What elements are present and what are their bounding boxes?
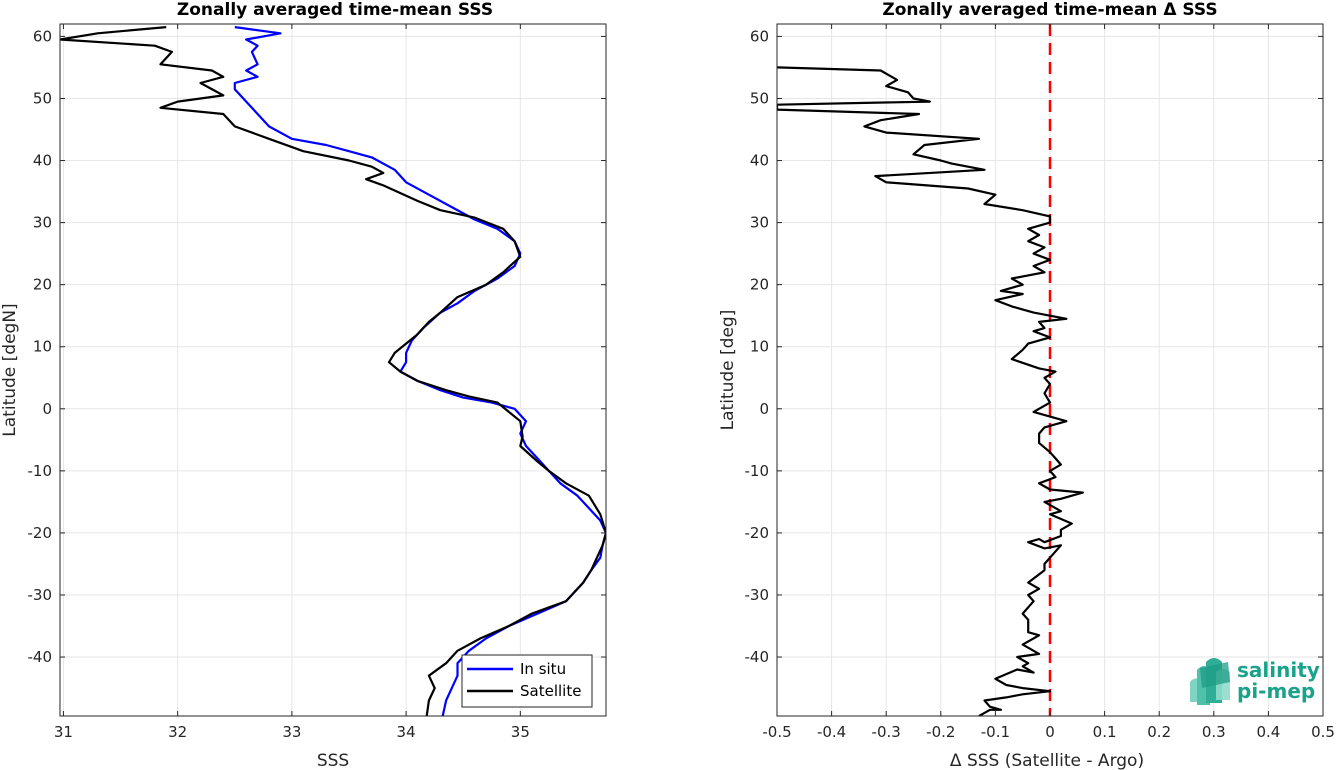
logo-text-salinity: salinity — [1237, 658, 1320, 682]
legend-box — [461, 654, 593, 708]
x-tick-label: -0.5 — [762, 723, 791, 741]
y-tick-label: -30 — [745, 586, 770, 604]
sss-x-axis-label: SSS — [317, 751, 349, 770]
y-tick-label: 40 — [33, 152, 52, 170]
y-tick-label: 20 — [33, 276, 52, 294]
y-tick-label: -20 — [745, 524, 770, 542]
x-tick-label: 31 — [54, 723, 73, 741]
x-tick-label: 35 — [511, 723, 530, 741]
sss-y-axis-label: Latitude [degN] — [0, 303, 20, 436]
x-tick-label: -0.1 — [981, 723, 1010, 741]
x-tick-label: -0.4 — [817, 723, 846, 741]
sss-legend: In situ Satellite — [461, 654, 593, 708]
x-tick-label: 34 — [397, 723, 416, 741]
wave-logo-icon — [1190, 658, 1230, 705]
y-tick-label: -10 — [745, 462, 770, 480]
y-tick-label: 20 — [750, 276, 769, 294]
y-tick-label: -20 — [28, 524, 53, 542]
delta-sss-chart-title: Zonally averaged time-mean Δ SSS — [882, 0, 1217, 20]
y-tick-label: 50 — [33, 89, 52, 107]
y-tick-label: 60 — [750, 27, 769, 45]
y-tick-label: 0 — [42, 400, 52, 418]
y-tick-label: 50 — [750, 89, 769, 107]
y-tick-label: -40 — [28, 648, 53, 666]
legend-label-satellite: Satellite — [520, 682, 581, 700]
sss-series-group — [60, 26, 606, 716]
x-tick-label: 0.5 — [1311, 723, 1335, 741]
x-tick-label: 32 — [168, 723, 187, 741]
x-tick-label: -0.3 — [872, 723, 901, 741]
x-tick-label: 0.4 — [1256, 723, 1280, 741]
delta-sss-ticks: -0.5 -0.4 -0.3 -0.2 -0.1 0 0.1 0.2 0.3 0.4 0.5 60 50… — [745, 24, 1335, 741]
series-line-delta-sss — [777, 66, 1084, 716]
x-tick-label: 0.2 — [1147, 723, 1171, 741]
x-tick-label: -0.2 — [926, 723, 955, 741]
x-tick-label: 0 — [1045, 723, 1055, 741]
y-tick-label: 10 — [33, 338, 52, 356]
logo-text-pi-mep: pi-mep — [1237, 679, 1315, 703]
y-tick-label: 60 — [33, 27, 52, 45]
y-tick-label: 10 — [750, 338, 769, 356]
sss-chart-title: Zonally averaged time-mean SSS — [177, 0, 493, 20]
x-tick-label: 0.3 — [1202, 723, 1226, 741]
sss-grid — [60, 24, 606, 716]
delta-sss-series-group — [777, 24, 1084, 716]
y-tick-label: 40 — [750, 152, 769, 170]
y-tick-label: 30 — [33, 214, 52, 232]
y-tick-label: 30 — [750, 214, 769, 232]
salinity-pi-mep-logo: salinity pi-mep — [1190, 658, 1320, 705]
y-tick-label: 0 — [759, 400, 769, 418]
series-line-satellite — [60, 26, 606, 716]
y-tick-label: -30 — [28, 586, 53, 604]
delta-sss-y-axis-label: Latitude [deg] — [718, 310, 738, 431]
sss-panel: Zonally averaged time-mean SSS 31 32 33 34 3… — [0, 0, 607, 770]
delta-sss-panel: Zonally averaged time-mean Δ SSS -0.5 -0.… — [718, 0, 1335, 770]
x-tick-label: 0.1 — [1093, 723, 1117, 741]
delta-sss-x-axis-label: Δ SSS (Satellite - Argo) — [950, 751, 1144, 770]
sss-axes-box — [59, 23, 607, 717]
legend-label-in-situ: In situ — [520, 660, 566, 678]
y-tick-label: -10 — [28, 462, 53, 480]
sss-plot-area — [60, 24, 606, 716]
y-tick-label: -40 — [745, 648, 770, 666]
sss-ticks: 31 32 33 34 35 60 50 40 30 20 10 0 -10 -20 -30 -40 — [28, 24, 606, 741]
x-tick-label: 33 — [282, 723, 301, 741]
